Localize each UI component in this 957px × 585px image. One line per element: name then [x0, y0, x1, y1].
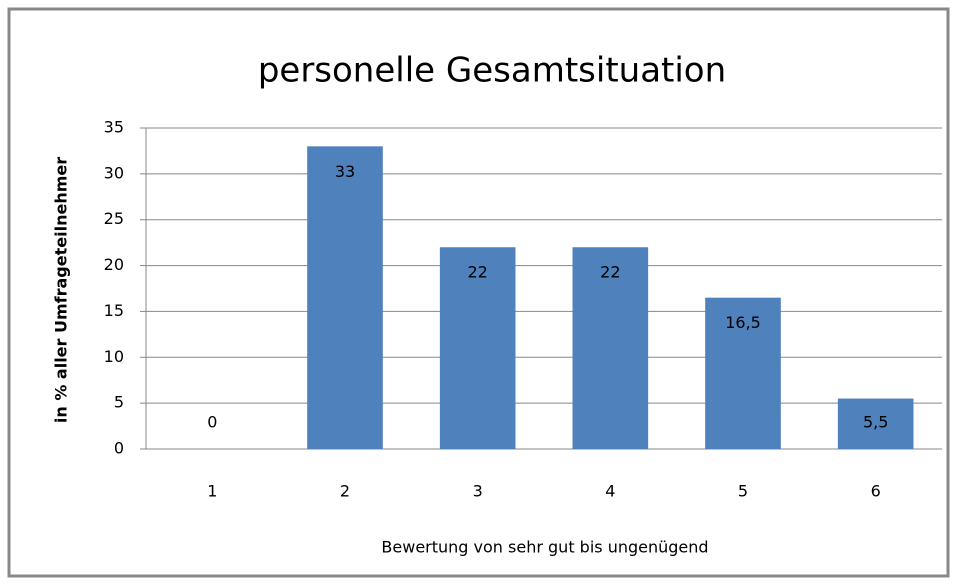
- x-tick-label: 6: [871, 482, 881, 501]
- x-tick-label: 5: [738, 482, 748, 501]
- bar: [705, 297, 781, 449]
- y-tick-label: 10: [104, 347, 124, 366]
- data-label: 16,5: [725, 313, 761, 332]
- y-tick-label: 25: [104, 209, 124, 228]
- data-label: 5,5: [863, 413, 888, 432]
- data-label: 33: [335, 162, 355, 181]
- bar: [572, 247, 649, 449]
- y-tick-label: 20: [104, 255, 124, 274]
- x-tick-label: 1: [207, 482, 217, 501]
- x-tick-label: 4: [605, 482, 615, 501]
- y-axis-label: in % aller Umfrageteilnehmer: [52, 157, 71, 423]
- bar: [439, 247, 516, 449]
- x-axis-label: Bewertung von sehr gut bis ungenügend: [381, 538, 708, 557]
- y-tick-label: 35: [104, 118, 124, 137]
- y-tick-label: 0: [114, 439, 124, 458]
- x-tick-label: 3: [473, 482, 483, 501]
- data-label: 22: [600, 263, 620, 282]
- y-tick-label: 5: [114, 393, 124, 412]
- data-label: 0: [207, 413, 217, 432]
- bar: [837, 398, 914, 449]
- chart-title: personelle Gesamtsituation: [258, 51, 726, 91]
- y-tick-label: 30: [104, 163, 124, 182]
- y-tick-label: 15: [104, 301, 124, 320]
- x-tick-label: 2: [340, 482, 350, 501]
- bar: [307, 146, 383, 450]
- data-label: 22: [467, 263, 487, 282]
